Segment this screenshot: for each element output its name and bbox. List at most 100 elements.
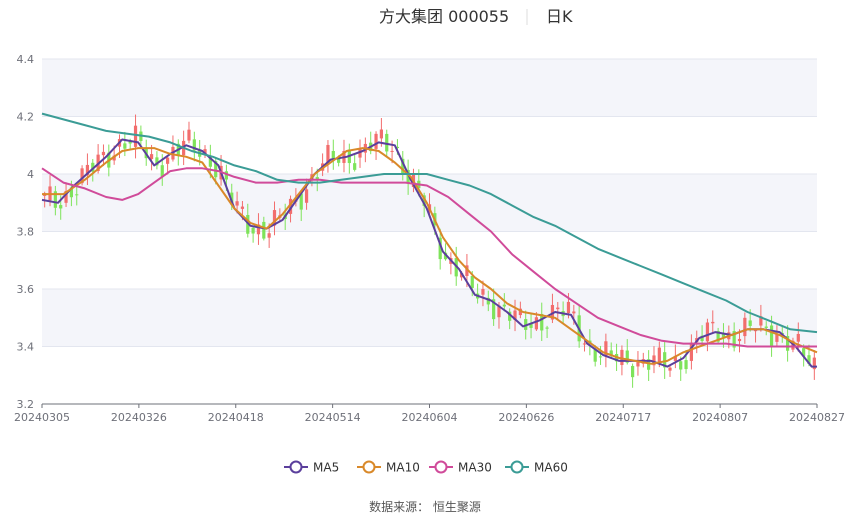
candle-body <box>128 140 132 144</box>
candle-body <box>711 321 715 324</box>
candle-body <box>620 349 624 366</box>
candle-body <box>481 289 485 295</box>
legend-marker <box>289 460 303 474</box>
candle-body <box>802 348 806 357</box>
candle-body <box>492 299 496 320</box>
candle-body <box>251 227 255 234</box>
candle-body <box>288 198 293 214</box>
candle-body <box>518 308 522 316</box>
candle-body <box>160 165 164 177</box>
legend-item-ma5[interactable]: MA5 <box>284 460 339 475</box>
y-tick-label: 3.2 <box>17 398 35 411</box>
candle-body <box>582 343 587 345</box>
candle-body <box>748 320 752 326</box>
candle-body <box>272 210 277 226</box>
candle-body <box>470 275 474 288</box>
candle-body <box>192 139 196 151</box>
candle-body <box>235 201 239 206</box>
candle-body <box>673 355 677 361</box>
candle-body <box>502 304 506 307</box>
candle-body <box>304 189 309 203</box>
candle-body <box>80 168 84 184</box>
candle-body <box>668 367 672 371</box>
legend-item-ma10[interactable]: MA10 <box>357 460 420 475</box>
candle-body <box>101 151 106 156</box>
candle-body <box>465 265 469 276</box>
y-axis: 3.2 3.4 3.6 3.8 4 4.2 4.4 <box>17 53 35 411</box>
legend-label: MA5 <box>313 461 339 475</box>
x-tick-label: 20240418 <box>208 411 264 424</box>
candle-body <box>149 154 154 160</box>
candle-body <box>395 146 400 148</box>
candle-body <box>705 322 710 342</box>
x-tick-label: 20240807 <box>692 411 748 424</box>
legend-label: MA60 <box>534 461 568 475</box>
candle-body <box>422 195 426 206</box>
candle-body <box>775 333 779 342</box>
candle-body <box>513 310 517 321</box>
y-tick-label: 4 <box>27 168 34 181</box>
series-line-ma10 <box>42 147 818 365</box>
candle-body <box>663 352 667 368</box>
x-tick-label: 20240514 <box>305 411 361 424</box>
candle-body <box>299 193 303 210</box>
candle-body <box>545 327 549 329</box>
candle-body <box>721 333 726 338</box>
candle-body <box>155 157 159 166</box>
candle-body <box>689 342 693 361</box>
candle-body <box>401 158 405 174</box>
candle-body <box>59 205 63 209</box>
candle-body <box>353 163 357 170</box>
x-tick-label: 20240326 <box>111 411 167 424</box>
legend-item-ma60[interactable]: MA60 <box>505 460 568 475</box>
candle-body <box>759 316 763 326</box>
candle-body <box>374 133 378 149</box>
plot-band <box>42 289 817 347</box>
candle-body <box>337 157 341 163</box>
chart-title: 方大集团 000055 日K <box>379 7 573 26</box>
candle-body <box>262 221 266 239</box>
candle-body <box>459 272 464 278</box>
candle-body <box>315 177 319 180</box>
candle-body <box>123 143 127 149</box>
plot-band <box>42 59 817 117</box>
candle-body <box>187 129 191 141</box>
candle-body <box>598 356 603 358</box>
candle-body <box>769 325 774 346</box>
candle-body <box>732 331 736 348</box>
y-tick-label: 3.8 <box>17 226 35 239</box>
candle-body <box>566 301 571 314</box>
x-tick-label: 20240717 <box>595 411 651 424</box>
legend: MA5 MA10 MA30 MA60 <box>284 460 568 475</box>
candle-body <box>326 144 330 165</box>
candle-body <box>385 133 389 152</box>
candle-body <box>529 323 533 328</box>
legend-marker <box>362 460 376 474</box>
candle-body <box>256 224 261 235</box>
legend-marker <box>434 460 448 474</box>
candle-body <box>572 311 576 314</box>
candle-body <box>737 338 742 342</box>
candle-body <box>700 335 704 341</box>
candle-body <box>390 150 394 152</box>
candle-body <box>540 313 544 331</box>
series-line-ma60 <box>41 112 818 334</box>
candle-body <box>166 157 170 164</box>
chart-title-period: 日K <box>546 7 573 26</box>
chart-title-stock: 方大集团 000055 <box>379 7 509 26</box>
legend-marker <box>510 460 524 474</box>
y-tick-label: 4.4 <box>17 53 35 66</box>
candle-body <box>331 150 335 159</box>
candle-body <box>604 341 608 357</box>
candle-body <box>406 169 410 184</box>
candle-body <box>807 355 811 364</box>
legend-item-ma30[interactable]: MA30 <box>429 460 492 475</box>
candle-body <box>497 305 501 318</box>
candle-body <box>753 330 758 332</box>
candle-body <box>203 149 207 154</box>
candle-body <box>652 355 656 366</box>
candle-body <box>657 347 661 362</box>
candle-body <box>550 304 555 320</box>
candle-body <box>556 307 560 310</box>
candle-body <box>443 252 448 260</box>
